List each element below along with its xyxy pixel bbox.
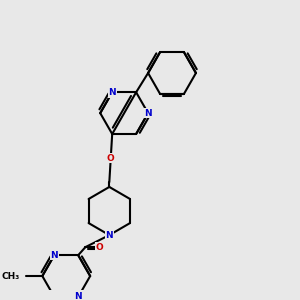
- Text: CH₃: CH₃: [2, 272, 20, 280]
- Text: N: N: [144, 109, 152, 118]
- Text: N: N: [50, 251, 58, 260]
- Text: O: O: [107, 154, 115, 163]
- Text: N: N: [74, 292, 82, 300]
- Text: N: N: [108, 88, 116, 97]
- Text: O: O: [96, 243, 103, 252]
- Text: N: N: [106, 231, 113, 240]
